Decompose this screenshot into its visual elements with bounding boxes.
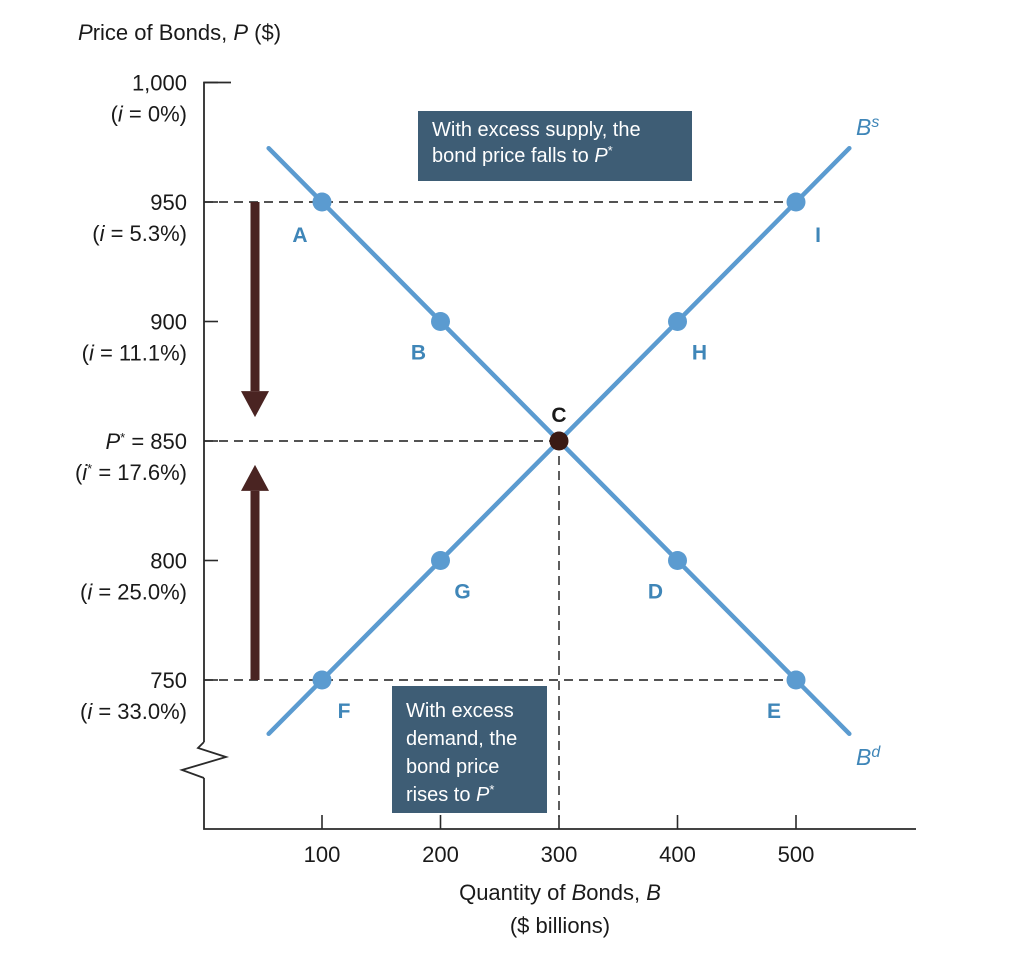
annotation-text-line: With excess — [406, 700, 514, 722]
y-tick-rate-label: (i = 0%) — [111, 102, 187, 127]
point-label-e: E — [767, 700, 781, 723]
point-label-d: D — [648, 581, 663, 604]
y-axis-line — [203, 81, 231, 742]
point-label-a: A — [292, 224, 307, 247]
point-i — [786, 192, 806, 212]
point-d — [668, 551, 687, 570]
x-axis-title: Quantity of Bonds, B — [459, 880, 661, 905]
point-a — [312, 192, 332, 212]
point-label-c: C — [551, 404, 566, 427]
point-e — [786, 670, 806, 690]
point-label-h: H — [692, 342, 707, 365]
y-tick-rate-label: (i = 5.3%) — [92, 221, 187, 246]
y-tick-rate-label: (i* = 17.6%) — [75, 460, 187, 485]
x-axis-line — [203, 778, 916, 830]
y-tick-label: 750 — [150, 668, 187, 693]
annotation-box-excess-supply — [418, 111, 692, 181]
curves: Bd Bs — [266, 114, 881, 771]
y-tick-label: 1,000 — [132, 71, 187, 96]
annotation-text-line: bond price — [406, 756, 499, 778]
x-tick-label: 200 — [422, 842, 459, 867]
x-axis-subtitle: ($ billions) — [510, 913, 610, 938]
point-f — [312, 670, 332, 690]
y-axis-break — [179, 741, 230, 779]
data-points: A B D E F G H I C — [292, 192, 821, 723]
arrows — [241, 202, 269, 680]
arrow-up-head — [241, 464, 269, 491]
point-c-equilibrium — [549, 431, 569, 451]
annotation-text-line: rises to P* — [406, 782, 494, 807]
x-tick-label: 300 — [541, 842, 578, 867]
point-label-g: G — [454, 581, 470, 604]
y-tick-label: 950 — [150, 190, 187, 215]
y-ticks: 1,000 (i = 0%) 950 (i = 5.3%) 900 (i = 11.1%)… — [75, 71, 218, 724]
y-tick-label: 800 — [150, 549, 187, 574]
x-tick-label: 500 — [778, 842, 815, 867]
annotation-text-line: demand, the — [406, 728, 517, 750]
y-tick-label: 900 — [150, 310, 187, 335]
annotation-box-excess-demand — [392, 686, 547, 813]
guide-lines — [204, 201, 796, 817]
point-label-b: B — [411, 342, 426, 365]
point-h — [668, 312, 687, 331]
x-tick-label: 400 — [659, 842, 696, 867]
y-tick-label: P* = 850 — [105, 429, 187, 454]
annotation-text-line: bond price falls to P* — [432, 143, 613, 168]
curve-label-demand: Bd — [856, 744, 881, 771]
annotation-text-line: With excess supply, the — [432, 119, 641, 141]
x-ticks: 100 200 300 400 500 — [304, 815, 815, 867]
point-label-f: F — [338, 700, 351, 723]
y-tick-rate-label: (i = 25.0%) — [80, 580, 187, 605]
curve-label-supply: Bs — [856, 114, 879, 141]
y-tick-rate-label: (i = 33.0%) — [80, 699, 187, 724]
point-b — [431, 312, 450, 331]
x-tick-label: 100 — [304, 842, 341, 867]
point-g — [431, 551, 450, 570]
y-tick-rate-label: (i = 11.1%) — [82, 341, 187, 366]
point-label-i: I — [815, 224, 821, 247]
y-axis-title: Price of Bonds, P ($) — [78, 20, 281, 45]
arrow-down-head — [241, 391, 269, 418]
